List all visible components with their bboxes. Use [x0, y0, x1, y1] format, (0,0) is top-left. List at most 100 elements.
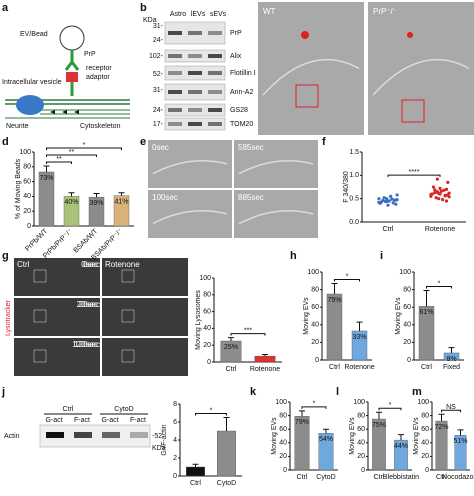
- point: [441, 198, 445, 202]
- protein-label: Actin: [4, 433, 20, 440]
- y-tick-label: 40: [311, 322, 319, 329]
- kda-marker: -52: [152, 433, 162, 440]
- y-tick-label: 8: [173, 401, 177, 408]
- micrograph: [102, 338, 188, 376]
- label: Neurite: [6, 123, 29, 130]
- neurite: [372, 58, 470, 96]
- bar: [254, 355, 276, 363]
- blot-band: [208, 122, 222, 126]
- y-tick-label: 80: [357, 412, 365, 419]
- y-tick-label: 80: [311, 286, 319, 293]
- image-label: PrP⁻/⁻: [373, 7, 397, 16]
- sig-bracket: [387, 174, 441, 178]
- label: receptor: [86, 65, 112, 72]
- protein-label: Flotillin I: [230, 70, 256, 77]
- error-bar: [448, 347, 455, 353]
- y-tick-label: 0.0: [349, 219, 359, 226]
- y-tick-label: 40: [421, 440, 429, 447]
- point: [385, 199, 389, 204]
- y-tick-label: 6: [173, 419, 177, 426]
- sig-bracket: [426, 285, 452, 289]
- micrograph: [148, 190, 232, 238]
- y-axis-label: Moving EVs: [395, 297, 402, 335]
- lane-label: F-act: [130, 417, 146, 424]
- point: [434, 196, 438, 200]
- sig-label: **: [56, 156, 62, 163]
- sig-bracket: [441, 409, 461, 413]
- x-tick-label: Ctrl: [190, 480, 201, 487]
- point: [431, 185, 436, 189]
- y-tick-label: 100: [199, 275, 211, 282]
- kda-marker: 31-: [153, 23, 164, 30]
- point: [437, 197, 441, 201]
- point: [387, 199, 391, 203]
- point: [447, 195, 451, 199]
- y-tick-label: 60: [279, 426, 287, 433]
- panel-label: m: [412, 386, 422, 398]
- y-tick-label: 40: [203, 325, 211, 332]
- blot-band: [188, 122, 202, 126]
- image-label: WT: [263, 7, 276, 16]
- y-tick-label: 100: [353, 399, 365, 406]
- y-tick-label: 60: [403, 304, 411, 311]
- y-tick-label: 80: [203, 292, 211, 299]
- blot-band: [208, 31, 222, 35]
- x-tick-label: Ctrl: [436, 474, 447, 481]
- blot-band: [168, 54, 182, 58]
- blot-band: [168, 122, 182, 126]
- blot-band: [74, 432, 92, 438]
- panel-label: l: [336, 386, 339, 398]
- y-tick-label: 20: [403, 339, 411, 346]
- error-bar: [438, 413, 445, 422]
- micrograph: [234, 140, 318, 188]
- y-axis-label: Moving EVs: [271, 417, 278, 455]
- value-label: 8%: [446, 356, 456, 363]
- y-tick-label: 100: [417, 399, 429, 406]
- inset: [295, 84, 319, 108]
- time-label: 0sec: [152, 143, 169, 152]
- point: [435, 177, 439, 181]
- label: adaptor: [86, 74, 110, 81]
- y-tick-label: 0: [207, 359, 211, 366]
- kda-marker: 24-: [153, 107, 164, 114]
- roi: [121, 309, 135, 323]
- sig-label: ****: [409, 169, 420, 176]
- y-tick-label: 80: [279, 412, 287, 419]
- point: [442, 188, 446, 192]
- x-tick-label: Rotenone: [425, 226, 455, 233]
- blot-band: [168, 31, 182, 35]
- y-tick-label: 0: [361, 467, 365, 474]
- lane-label: G-act: [45, 417, 62, 424]
- error-bar: [331, 282, 338, 294]
- panel-label: b: [140, 2, 147, 14]
- value-label: 61%: [419, 309, 433, 316]
- y-tick-label: 80: [23, 164, 31, 171]
- sig-bracket: [378, 407, 402, 411]
- error-bar: [68, 192, 75, 197]
- sig-bracket: [301, 406, 327, 409]
- panel-label: d: [2, 136, 9, 148]
- x-tick-label: Nocodazole: [442, 474, 474, 481]
- stain-label: Lysotracker: [5, 299, 12, 336]
- blot-band: [188, 31, 202, 35]
- blot-band: [168, 71, 182, 75]
- y-tick-label: 100: [307, 269, 319, 276]
- sig-label: *: [210, 407, 213, 414]
- micrograph: [102, 258, 188, 296]
- y-tick-label: 40: [357, 440, 365, 447]
- blot-band: [188, 54, 202, 58]
- y-tick-label: 40: [403, 322, 411, 329]
- time-label: 0sec: [83, 260, 100, 269]
- point: [438, 186, 442, 190]
- x-tick-label: Rotenone: [344, 364, 374, 371]
- error-bar: [228, 337, 234, 341]
- time-label: 120sec: [72, 340, 98, 349]
- label: Cytoskeleton: [80, 123, 121, 130]
- protein-label: TOM20: [230, 121, 253, 128]
- lane-label: sEVs: [210, 11, 227, 18]
- neurite: [152, 210, 228, 225]
- point: [439, 189, 443, 193]
- blot-strip: [39, 424, 151, 448]
- y-tick-label: 0.5: [349, 196, 359, 203]
- point: [377, 197, 381, 201]
